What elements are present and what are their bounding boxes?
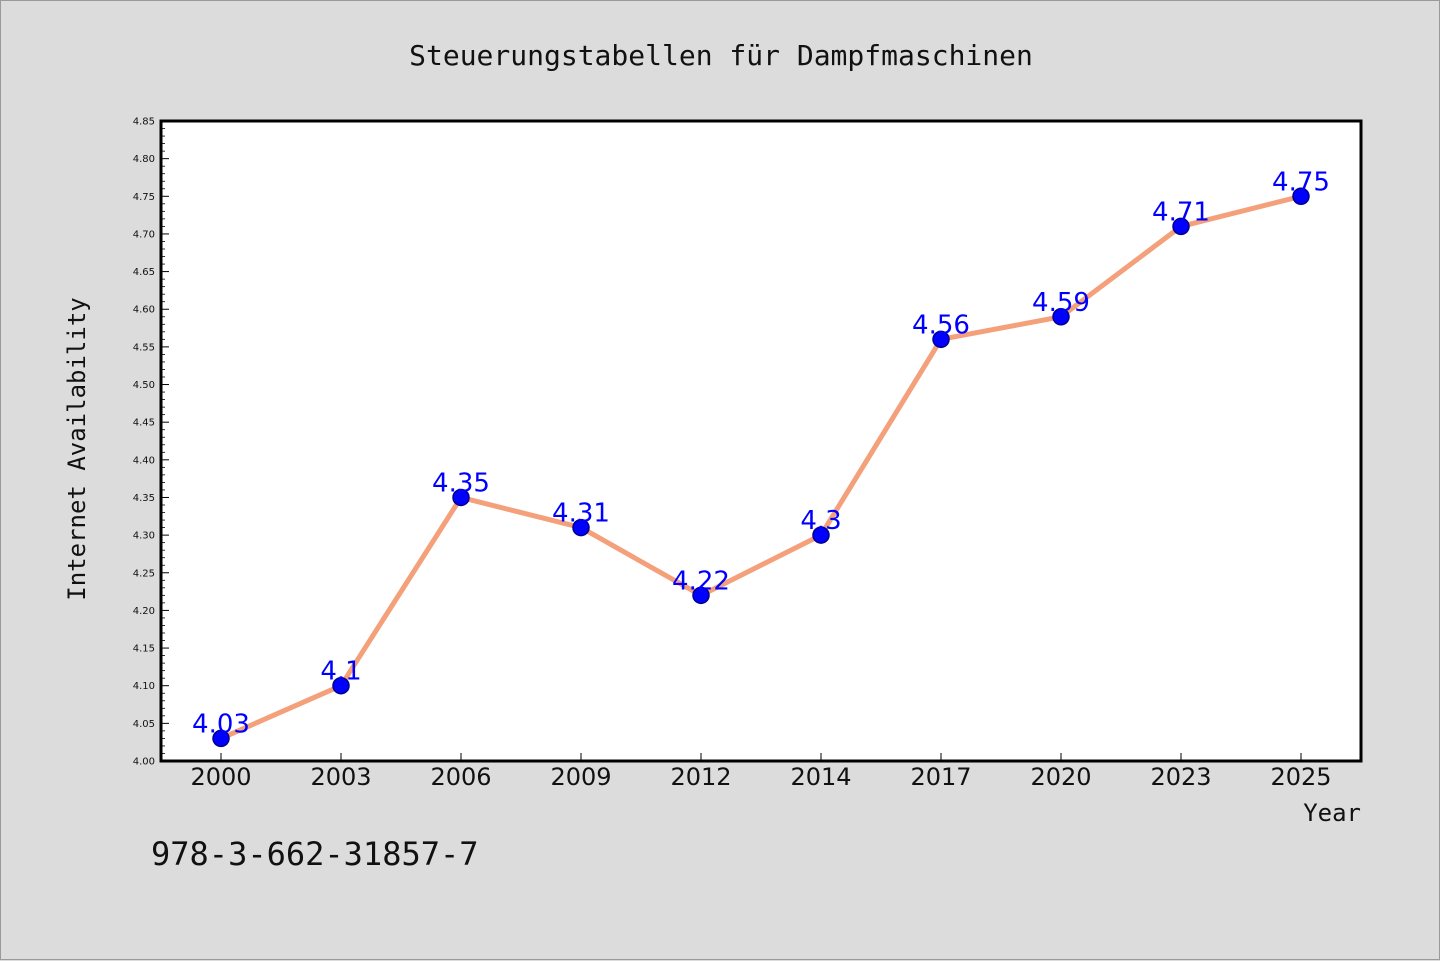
data-point <box>932 330 950 349</box>
data-label: 4.75 <box>1272 167 1330 197</box>
data-label: 4.22 <box>672 566 730 596</box>
data-label: 4.3 <box>800 506 841 536</box>
x-tick-label: 2025 <box>1270 763 1331 791</box>
data-point <box>692 586 710 605</box>
data-label: 4.1 <box>320 657 361 687</box>
y-tick-label: 4.80 <box>133 154 155 165</box>
data-point <box>1172 217 1190 236</box>
y-tick-label: 4.05 <box>133 719 155 730</box>
x-axis-label: Year <box>1303 799 1361 827</box>
data-point <box>212 729 230 748</box>
y-tick-label: 4.25 <box>133 568 155 579</box>
y-tick-label: 4.70 <box>133 229 155 240</box>
chart-title: Steuerungstabellen für Dampfmaschinen <box>409 39 1033 72</box>
data-label: 4.59 <box>1032 288 1090 318</box>
data-point <box>332 676 350 695</box>
data-label: 4.71 <box>1152 197 1210 227</box>
y-axis-ticks: 4.00 4.05 4.10 4.15 4.20 4.25 4.30 4.35 4.40 4.45… <box>133 117 169 768</box>
x-tick-label: 2000 <box>190 763 251 791</box>
y-tick-label: 4.10 <box>133 681 155 692</box>
x-tick-label: 2003 <box>310 763 371 791</box>
x-axis-ticks: 2000 2003 2006 2009 2012 2014 2017 2020 2023 2025 <box>190 753 1332 791</box>
series-group: 4.03 4.1 4.35 4.31 4.22 4.3 4.56 4.59 4.71 4.75 <box>192 167 1330 748</box>
y-tick-label: 4.15 <box>133 644 155 655</box>
data-label: 4.56 <box>912 310 970 340</box>
data-point <box>452 488 470 507</box>
y-tick-label: 4.20 <box>133 606 155 617</box>
data-point <box>1292 187 1310 206</box>
y-tick-label: 4.30 <box>133 531 155 542</box>
x-tick-label: 2020 <box>1030 763 1091 791</box>
y-axis-label: Internet Availability <box>63 297 91 600</box>
y-tick-label: 4.50 <box>133 380 155 391</box>
x-tick-label: 2023 <box>1150 763 1211 791</box>
x-tick-label: 2006 <box>430 763 491 791</box>
y-tick-label: 4.45 <box>133 418 155 429</box>
y-tick-label: 4.65 <box>133 267 155 278</box>
isbn-label: 978-3-662-31857-7 <box>151 835 479 873</box>
x-tick-label: 2017 <box>910 763 971 791</box>
y-tick-label: 4.35 <box>133 493 155 504</box>
data-point <box>572 518 590 537</box>
y-tick-label: 4.75 <box>133 192 155 203</box>
data-label: 4.03 <box>192 709 250 739</box>
y-tick-label: 4.85 <box>133 117 155 128</box>
series-line <box>218 193 1304 741</box>
x-tick-label: 2012 <box>670 763 731 791</box>
data-label: 4.31 <box>552 499 610 529</box>
y-tick-label: 4.55 <box>133 342 155 353</box>
data-point <box>1052 308 1070 326</box>
data-point <box>812 526 830 544</box>
y-tick-label: 4.40 <box>133 455 155 466</box>
y-tick-label: 4.60 <box>133 305 155 316</box>
data-label: 4.35 <box>432 468 490 498</box>
x-tick-label: 2014 <box>790 763 851 791</box>
x-tick-label: 2009 <box>550 763 611 791</box>
y-tick-label: 4.00 <box>133 757 155 768</box>
